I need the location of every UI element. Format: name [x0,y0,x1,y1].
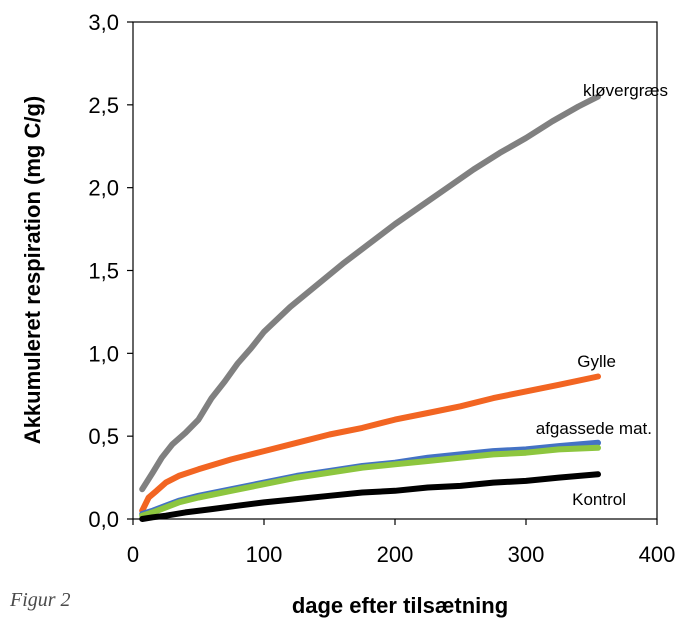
y-axis-title: Akkumuleret respiration (mg C/g) [20,96,45,444]
series-line-4 [139,471,601,522]
y-tick-label: 3,0 [88,10,119,35]
series-lines [139,93,601,522]
series-labels: kløvergræs Gylle afgassede mat. Kontrol [536,81,668,509]
x-tick-label: 200 [377,542,414,567]
y-tick-label: 1,5 [88,259,119,284]
series-line-1 [139,373,601,514]
y-tick-label: 1,0 [88,341,119,366]
x-tick-label: 400 [639,542,676,567]
figure-caption: Figur 2 [10,589,71,611]
y-tick-label: 2,0 [88,176,119,201]
x-tick-label: 0 [127,542,139,567]
series-label-4: Kontrol [572,490,626,509]
x-tick-label: 100 [246,542,283,567]
x-axis: 0 100 200 300 400 [127,519,675,567]
x-axis-title: dage efter tilsætning [292,593,508,618]
y-axis: 0,0 0,5 1,0 1,5 2,0 2,5 3,0 [88,10,133,532]
series-label-1: Gylle [577,352,616,371]
series-label-2: afgassede mat. [536,419,652,438]
y-tick-label: 0,5 [88,424,119,449]
y-tick-label: 2,5 [88,93,119,118]
series-line-3 [139,444,601,519]
series-label-0: kløvergræs [583,81,668,100]
x-tick-label: 300 [508,542,545,567]
y-tick-label: 0,0 [88,507,119,532]
series-line-0 [139,93,601,493]
